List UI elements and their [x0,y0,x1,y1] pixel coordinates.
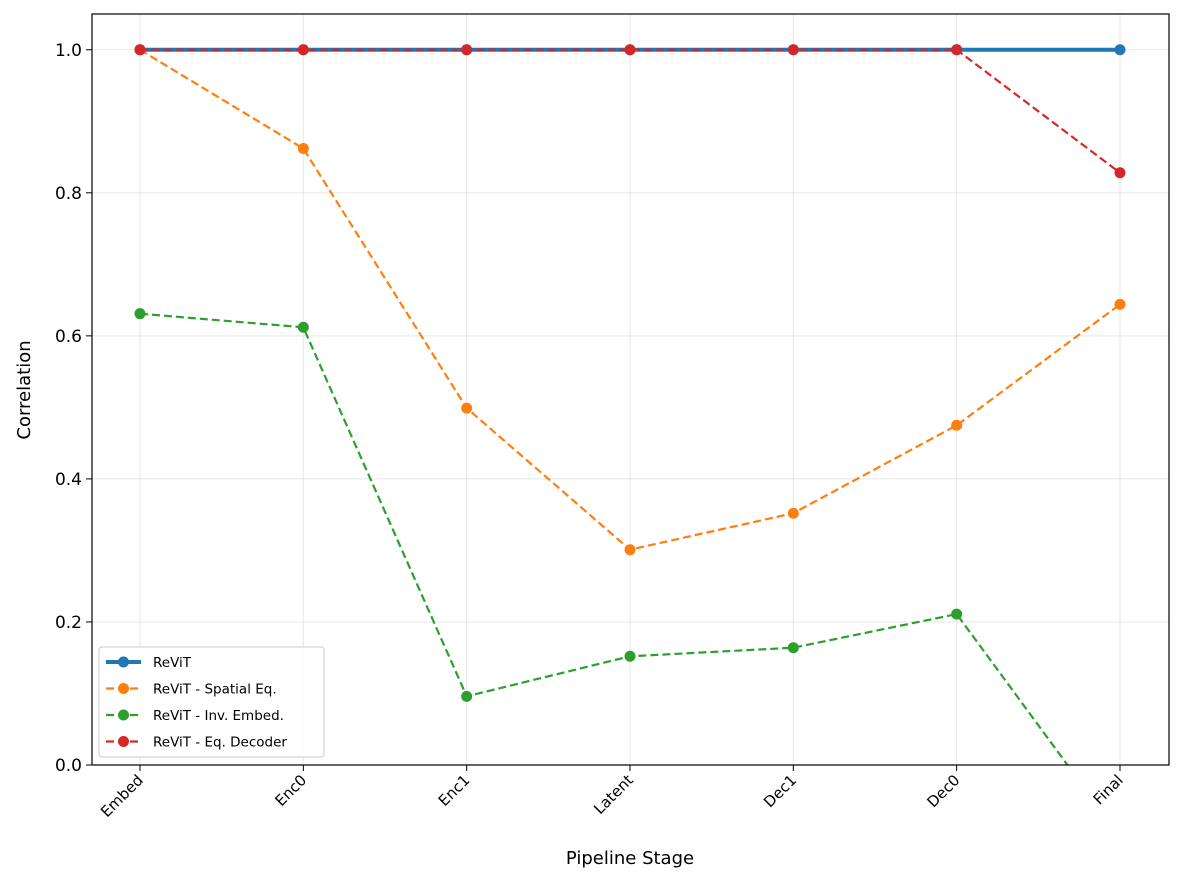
data-point [461,44,473,56]
series-3 [134,308,1069,765]
data-point [297,142,309,154]
legend-label: ReViT - Spatial Eq. [153,682,277,698]
legend-marker [118,683,129,694]
data-point [1114,167,1126,179]
grid [92,14,1169,766]
data-point [624,650,636,662]
data-point [787,642,799,654]
data-point [134,44,146,56]
legend: ReViT ReViT - Spatial Eq. ReViT - Inv. Emb… [98,646,325,758]
y-tick-label: 0.6 [55,327,82,347]
legend-marker [118,736,129,747]
data-point [1114,44,1126,56]
legend-marker [118,709,129,721]
data-point [787,44,799,56]
legend-label: ReViT [153,655,192,671]
data-point [1114,298,1126,310]
data-point [624,544,636,556]
y-axis: 0.0 0.2 0.4 0.6 0.8 1.0 [55,41,92,776]
legend-marker [118,656,129,668]
data-point [951,44,963,56]
data-point [297,321,309,333]
series-layer [134,44,1126,765]
y-axis-label: Correlation [14,340,35,439]
y-tick-label: 1.0 [55,41,82,61]
data-point [461,402,473,414]
data-point [624,44,636,56]
legend-label: ReViT - Inv. Embed. [153,708,284,724]
data-point [297,44,309,56]
y-tick-label: 0.0 [55,756,82,776]
data-point [134,308,146,320]
y-tick-label: 0.2 [55,613,82,633]
x-axis-label: Pipeline Stage [566,848,694,869]
y-tick-label: 0.8 [55,184,82,204]
y-tick-label: 0.4 [55,470,82,490]
legend-label: ReViT - Eq. Decoder [153,735,287,751]
data-point [787,507,799,519]
legend-box [98,646,325,758]
data-point [951,419,963,431]
data-point [461,690,473,702]
series-4 [134,44,1126,179]
data-point [951,608,963,620]
